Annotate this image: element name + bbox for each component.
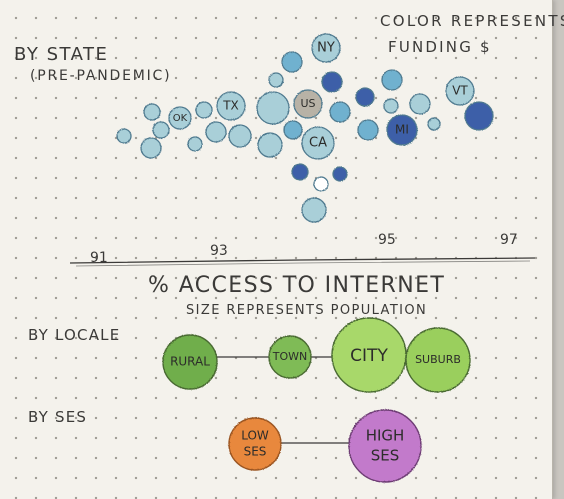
state-label-us: US (300, 97, 315, 110)
legend-color-line2: FUNDING $ (388, 38, 492, 56)
ses-high-line2: SES (371, 447, 400, 465)
state-bubble (205, 121, 227, 143)
state-bubble (445, 76, 475, 106)
state-label-mi: MI (395, 123, 409, 137)
state-label-ny: NY (317, 41, 335, 56)
state-label-ok: OK (173, 113, 188, 124)
legend-color-line1: COLOR REPRESENTS (380, 12, 564, 30)
state-label-ca: CA (309, 136, 327, 151)
state-bubble (257, 132, 283, 158)
state-bubble (427, 117, 441, 131)
x-axis-line-2 (75, 260, 531, 267)
size-note: SIZE REPRESENTS POPULATION (186, 303, 427, 318)
state-bubble (293, 89, 323, 119)
state-bubble (329, 101, 351, 123)
state-bubble (187, 136, 203, 152)
state-bubble (313, 176, 329, 192)
locale-label-suburb: SUBURB (415, 353, 461, 366)
state-bubbles (116, 33, 494, 223)
x-tick-97: 97 (500, 232, 518, 248)
x-tick-93: 93 (210, 243, 228, 259)
state-bubble (311, 33, 341, 63)
state-bubble (152, 121, 170, 139)
state-bubble (140, 137, 162, 159)
state-bubble (355, 87, 375, 107)
state-bubble (409, 93, 431, 115)
state-bubble (464, 101, 494, 131)
state-bubble (383, 98, 399, 114)
state-bubble (357, 119, 379, 141)
ses-title: BY SES (28, 408, 87, 426)
locale-label-city: CITY (350, 346, 388, 366)
axis-title: % ACCESS TO INTERNET (148, 273, 445, 298)
state-bubble (228, 124, 252, 148)
locale-title: BY LOCALE (28, 326, 120, 344)
state-bubble (143, 103, 161, 121)
state-bubble (386, 114, 418, 146)
locale-node-suburb-circle (405, 327, 471, 393)
ses-low-line1: LOW (241, 429, 269, 443)
state-bubble (256, 91, 290, 125)
x-tick-91: 91 (90, 250, 108, 266)
state-bubble (268, 72, 284, 88)
state-bubble (301, 126, 335, 160)
x-tick-95: 95 (378, 232, 396, 248)
title-line2: (PRE-PANDEMIC) (30, 68, 171, 84)
state-label-tx: TX (222, 99, 239, 113)
state-bubble (291, 163, 309, 181)
state-bubble (281, 51, 303, 73)
ses-node-high-circle (348, 409, 422, 483)
locale-node-town-circle (268, 335, 312, 379)
state-bubble (116, 128, 132, 144)
state-labels: NY TX OK US CA VT MI (173, 41, 469, 151)
locale-label-rural: RURAL (170, 355, 210, 369)
ses-low-line2: SES (244, 445, 267, 459)
ses-node-low-circle (228, 417, 282, 471)
locale-label-town: TOWN (272, 350, 307, 363)
state-bubble (168, 106, 192, 130)
state-bubble (332, 166, 348, 182)
state-bubble (195, 101, 213, 119)
state-bubble (283, 120, 303, 140)
x-axis-line (69, 257, 536, 264)
state-bubble (321, 71, 343, 93)
title-line1: BY STATE (14, 44, 108, 65)
state-bubble (381, 69, 403, 91)
state-bubble (216, 91, 246, 121)
state-label-vt: VT (452, 84, 468, 98)
locale-node-rural-circle (162, 334, 218, 390)
ses-high-line1: HIGH (366, 427, 405, 445)
state-bubble (301, 197, 327, 223)
